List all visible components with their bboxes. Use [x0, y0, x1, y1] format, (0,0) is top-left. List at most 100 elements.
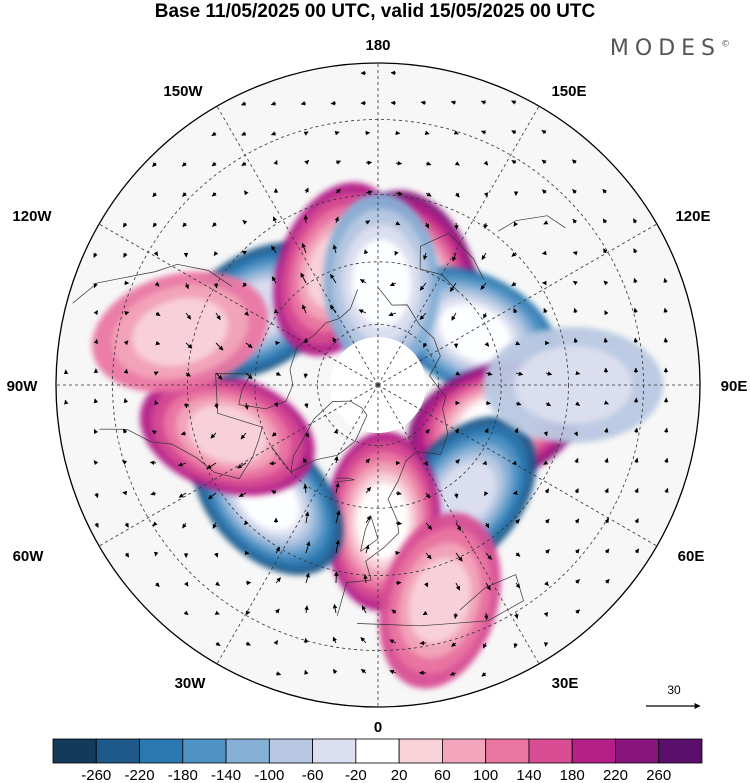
- wind-arrow: [155, 340, 161, 346]
- wind-arrow: [604, 548, 610, 554]
- wind-arrow: [213, 282, 219, 289]
- wind-arrow: [335, 539, 340, 554]
- graticule: [56, 63, 700, 707]
- wind-arrow: [185, 372, 191, 377]
- wind-arrow: [389, 669, 397, 675]
- wind-arrow: [481, 672, 487, 677]
- wind-arrow: [454, 428, 460, 434]
- wind-arrow: [425, 492, 431, 499]
- wind-arrow: [604, 578, 610, 584]
- wind-arrow: [480, 100, 487, 105]
- colorbar-tick-label: 260: [646, 767, 671, 783]
- wind-arrow: [515, 340, 521, 346]
- wind-arrow: [663, 337, 669, 344]
- wind-arrow: [122, 428, 128, 434]
- colorbar-swatch: [95, 738, 140, 764]
- wind-arrow: [215, 312, 221, 321]
- wind-arrow: [122, 490, 128, 496]
- wind-arrow: [602, 218, 608, 224]
- wind-arrow: [395, 160, 403, 166]
- colorbar: -260 -220 -180 -140 -100 -60 -20 20 60 100 140 180 2…: [52, 738, 703, 783]
- wind-arrow: [241, 131, 247, 136]
- wind-arrow: [395, 490, 402, 496]
- wind-arrow: [545, 371, 553, 376]
- wind-arrow: [211, 131, 217, 137]
- lon-label-0: 0: [374, 719, 382, 736]
- wind-arrow: [455, 459, 460, 464]
- wind-arrow: [93, 339, 99, 344]
- wind-arrow: [241, 161, 247, 166]
- wind-arrow: [633, 427, 639, 434]
- wind-arrow: [515, 371, 524, 376]
- wind-arrow: [575, 579, 580, 584]
- wind-arrow: [543, 220, 549, 225]
- wind-arrow: [544, 581, 549, 586]
- wind-arrow: [480, 282, 487, 290]
- wind-arrow: [123, 398, 129, 404]
- wind-arrow: [211, 191, 217, 197]
- anomaly-contour-fill: [514, 346, 633, 424]
- wind-arrow: [93, 282, 98, 289]
- wind-arrow: [182, 192, 187, 197]
- wind-arrow: [511, 281, 517, 287]
- wind-arrow: [240, 432, 247, 440]
- wind-arrow: [214, 552, 219, 558]
- coastline-path: [72, 263, 232, 304]
- wind-arrow: [335, 188, 341, 194]
- wind-arrow: [123, 340, 129, 346]
- lon-label-60e: 60E: [678, 548, 705, 565]
- wind-arrow: [603, 280, 609, 286]
- wind-arrow: [124, 311, 130, 316]
- wind-arrow: [664, 487, 669, 494]
- wind-arrow: [484, 491, 489, 497]
- lon-label-180: 180: [365, 37, 390, 54]
- wind-arrow: [302, 304, 307, 314]
- wind-arrow: [455, 552, 463, 562]
- wind-arrow: [304, 511, 310, 524]
- wind-arrow: [663, 277, 668, 284]
- colorbar-tick-label: -140: [211, 767, 241, 783]
- wind-arrow: [304, 669, 309, 675]
- wind-arrow: [183, 610, 189, 616]
- wind-arrow: [574, 488, 579, 494]
- wind-vectors: [63, 70, 669, 677]
- wind-arrow: [573, 337, 579, 344]
- colorbar-swatch: [615, 738, 660, 764]
- wind-arrow: [450, 100, 457, 105]
- wind-arrow: [271, 245, 277, 254]
- wind-arrow: [423, 342, 428, 348]
- wind-arrow: [303, 484, 308, 494]
- wind-arrow: [332, 636, 337, 644]
- wind-arrow: [305, 572, 310, 584]
- wind-arrow: [332, 244, 338, 254]
- wind-arrow: [244, 520, 249, 526]
- lon-label-90w: 90W: [7, 378, 39, 395]
- wind-arrow: [604, 457, 609, 464]
- lon-label-90e: 90E: [721, 378, 748, 395]
- wind-arrow: [335, 160, 341, 165]
- wind-arrow: [634, 457, 639, 464]
- wind-arrow: [634, 487, 639, 494]
- wind-arrow: [424, 130, 430, 135]
- wind-arrow: [513, 642, 518, 649]
- wind-arrow: [273, 402, 279, 408]
- wind-arrow: [152, 222, 158, 228]
- wind-arrow: [455, 582, 461, 591]
- wind-arrow: [215, 641, 221, 647]
- wind-arrow: [300, 272, 307, 284]
- wind-arrow: [633, 248, 638, 254]
- anomaly-field: [92, 182, 664, 689]
- wind-arrow: [365, 220, 371, 225]
- wind-arrow: [363, 574, 368, 584]
- wind-arrow: [511, 252, 517, 257]
- colorbar-swatch: [139, 738, 184, 764]
- wind-arrow: [395, 221, 401, 226]
- wind-arrow: [124, 522, 129, 528]
- wind-arrow: [242, 219, 248, 225]
- wind-arrow: [237, 462, 247, 469]
- wind-arrow: [329, 304, 337, 314]
- wind-arrow: [514, 427, 519, 434]
- wind-arrow: [245, 372, 253, 380]
- wind-arrow: [484, 428, 489, 434]
